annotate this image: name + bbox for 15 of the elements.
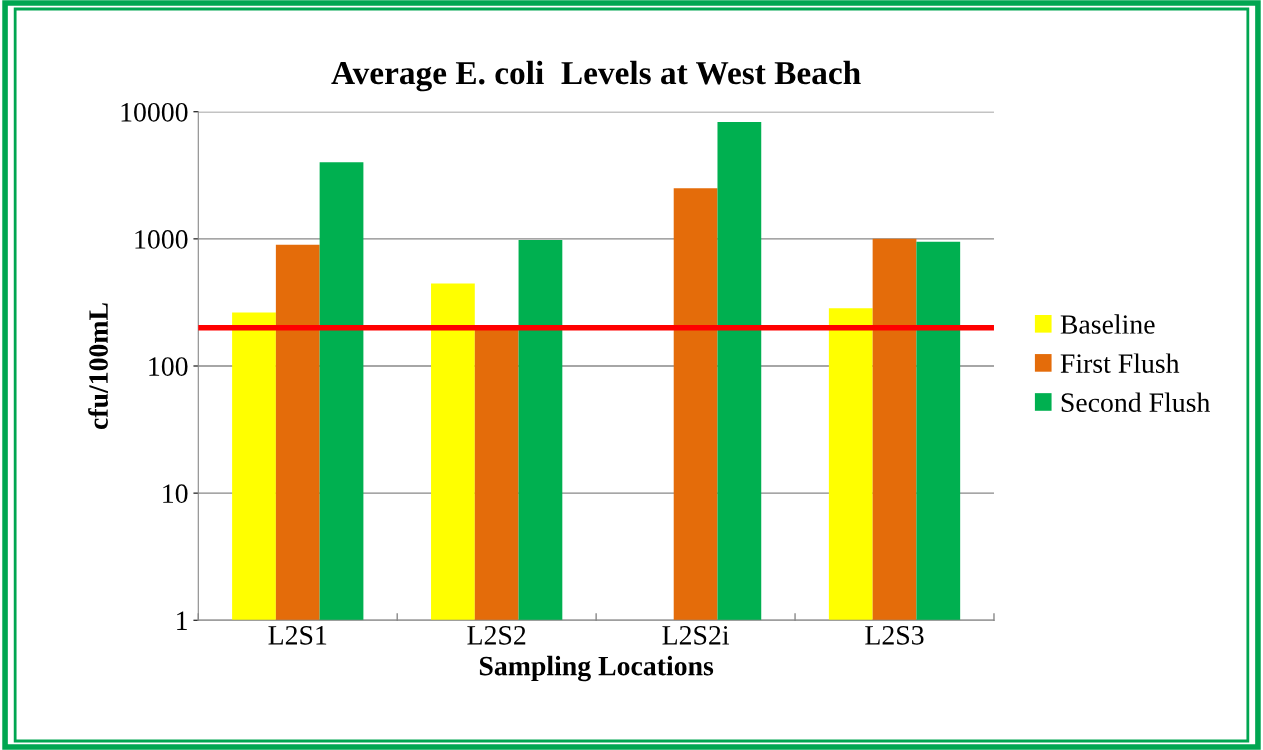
legend-label: Second Flush xyxy=(1061,392,1210,413)
y-tick-label: 1000 xyxy=(135,230,188,249)
chart-title: Average E. coli Levels at West Beach xyxy=(331,60,861,92)
y-tick-label: 1 xyxy=(177,611,187,630)
legend-label: Baseline xyxy=(1060,314,1155,334)
x-tick-label: L2S1 xyxy=(268,625,327,645)
y-axis-title: cfu/100mL xyxy=(88,303,108,430)
x-tick-label: L2S3 xyxy=(865,625,924,645)
x-tick-label: L2S2 xyxy=(467,625,526,645)
legend-label: First Flush xyxy=(1060,353,1180,373)
y-tick-label: 10000 xyxy=(121,102,188,122)
y-tick-label: 10 xyxy=(163,484,188,504)
y-tick-label: 100 xyxy=(149,357,188,376)
x-axis-title: Sampling Locations xyxy=(479,655,714,682)
x-tick-label: L2S2i xyxy=(662,625,730,645)
